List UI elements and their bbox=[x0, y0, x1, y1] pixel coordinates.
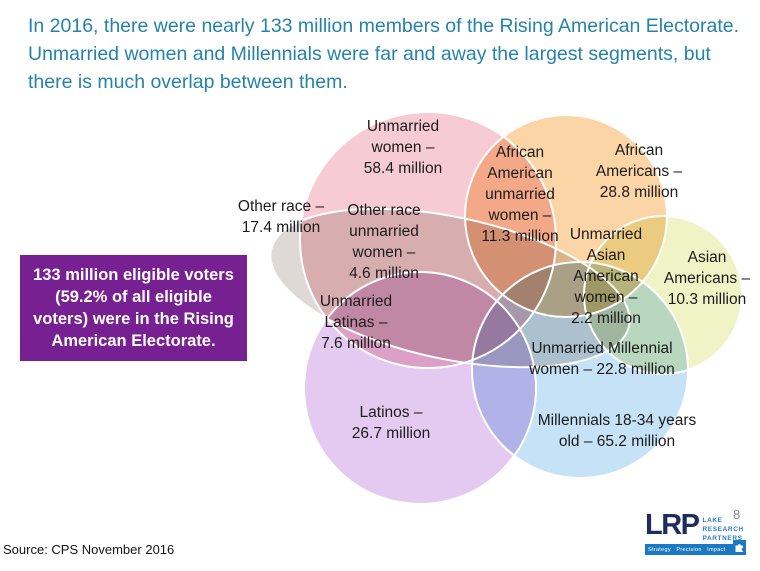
label-millennials: Millennials 18-34 years old – 65.2 milli… bbox=[537, 412, 697, 450]
label-latinos: Latinos – 26.7 million bbox=[351, 404, 431, 442]
slide-title: In 2016, there were nearly 133 million m… bbox=[28, 15, 740, 93]
venn-outlines bbox=[269, 111, 743, 505]
lrp-logo-name: LAKE RESEARCH PARTNERS bbox=[702, 517, 744, 542]
callout-box: 133 million eligible voters (59.2% of al… bbox=[20, 255, 247, 361]
label-african-americans: African Americans – 28.8 million bbox=[595, 142, 683, 201]
lrp-logo-top: LRP LAKE RESEARCH PARTNERS bbox=[645, 509, 748, 543]
page-number: 8 bbox=[733, 507, 741, 522]
label-unmarried-latinas: Unmarried Latinas – 7.6 million bbox=[319, 293, 393, 352]
label-african-american-unmarried-women: African American unmarried women – 11.3 … bbox=[481, 144, 559, 245]
lrp-logo: LRP LAKE RESEARCH PARTNERS Strategy Prec… bbox=[645, 509, 748, 556]
label-other-race-unmarried-women: Other race unmarried women – 4.6 million bbox=[347, 202, 421, 282]
lrp-logo-acronym: LRP bbox=[645, 509, 700, 541]
lrp-logo-tagline-bar: Strategy Precision Impact bbox=[645, 540, 746, 556]
label-unmarried-asian-american-women: Unmarried Asian American women – 2.2 mil… bbox=[569, 226, 643, 327]
venn-circle-latinos bbox=[304, 272, 536, 504]
label-other-race: Other race – 17.4 million bbox=[237, 198, 325, 236]
source-note: Source: CPS November 2016 bbox=[3, 542, 175, 557]
venn-circle-millennials bbox=[472, 262, 688, 478]
label-asian-americans: Asian Americans – 10.3 million bbox=[663, 249, 751, 308]
label-unmarried-women: Unmarried women – 58.4 million bbox=[363, 118, 443, 177]
lrp-logo-tagline: Strategy Precision Impact bbox=[648, 546, 726, 553]
label-unmarried-millennial-women: Unmarried Millennial women – 22.8 millio… bbox=[529, 340, 675, 378]
puzzle-icon bbox=[733, 540, 746, 558]
